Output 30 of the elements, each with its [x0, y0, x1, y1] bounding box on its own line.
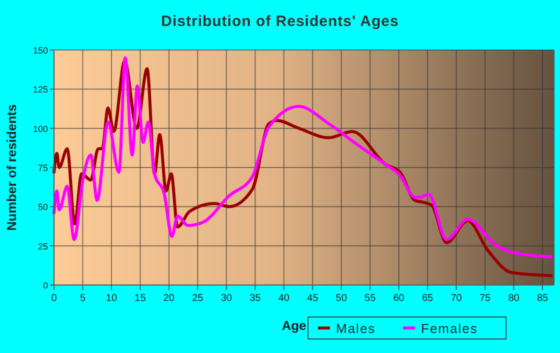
x-tick-label: 40 — [278, 293, 290, 304]
y-tick-label: 150 — [32, 46, 48, 56]
x-tick-label: 80 — [508, 293, 520, 304]
x-tick-label: 20 — [163, 293, 175, 304]
y-tick-label: 125 — [32, 84, 48, 95]
y-tick-label: 25 — [38, 241, 48, 252]
y-tick-label: 75 — [38, 163, 48, 173]
x-tick-label: 70 — [450, 293, 462, 304]
x-tick-label: 5 — [80, 293, 86, 304]
x-tick-label: 60 — [393, 293, 405, 304]
x-tick-label: 65 — [422, 293, 434, 304]
legend-label: Males — [336, 321, 376, 336]
x-tick-label: 25 — [192, 293, 204, 304]
x-tick-label: 30 — [220, 293, 232, 304]
y-tick-label: 0 — [42, 280, 48, 290]
x-tick-label: 75 — [479, 293, 492, 304]
x-tick-label: 85 — [536, 293, 549, 304]
x-tick-label: 45 — [307, 293, 319, 304]
x-tick-label: 15 — [134, 293, 146, 304]
x-tick-label: 35 — [250, 293, 262, 304]
x-axis-title: Age — [282, 318, 306, 333]
x-tick-label: 0 — [51, 293, 58, 304]
x-tick-label: 10 — [106, 293, 118, 304]
x-tick-label: 50 — [336, 293, 348, 304]
chart-title: Distribution of Residents' Ages — [161, 13, 399, 30]
y-tick-label: 100 — [32, 124, 48, 134]
legend-label: Females — [421, 321, 478, 336]
x-tick-label: 55 — [364, 293, 376, 304]
y-axis-title: Number of residents — [4, 104, 19, 231]
y-tick-label: 50 — [38, 202, 48, 212]
